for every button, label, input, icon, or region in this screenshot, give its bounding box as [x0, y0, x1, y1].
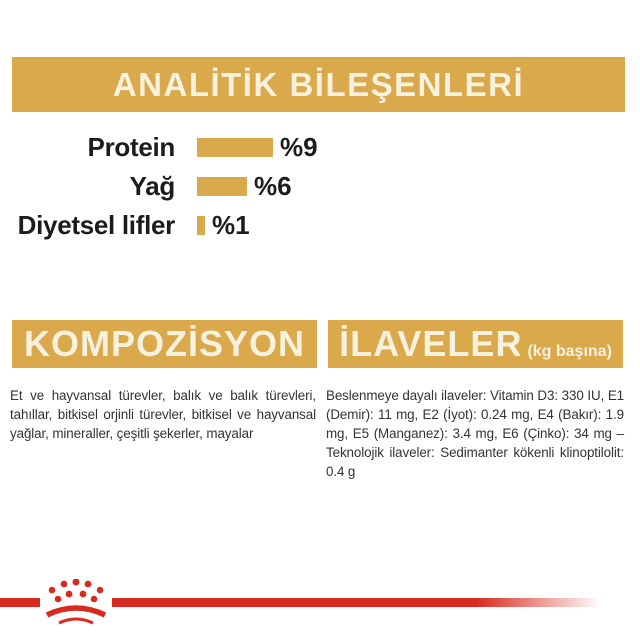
chart-row-dietary-fibre: Diyetsel lifler %1	[0, 209, 250, 240]
analytic-components-header: ANALİTİK BİLEŞENLERİ	[12, 57, 625, 112]
additives-body: Beslenmeye dayalı ilaveler: Vitamin D3: …	[326, 388, 624, 480]
protein-label: Protein	[87, 131, 176, 162]
dietary-fibre-value: %1	[212, 209, 250, 240]
additives-title: İLAVELER	[339, 323, 523, 364]
additives-subtitle: (kg başına)	[527, 343, 612, 360]
composition-header: KOMPOZİSYON	[12, 320, 317, 368]
fat-value: %6	[254, 170, 292, 201]
composition-body: Et ve hayvansal türevler, balık ve balık…	[10, 388, 316, 442]
chart-row-protein: Protein %9	[0, 131, 318, 162]
protein-value: %9	[280, 131, 318, 162]
analytic-components-title: ANALİTİK BİLEŞENLERİ	[112, 65, 525, 103]
dietary-fibre-label: Diyetsel lifler	[17, 209, 176, 240]
royal-canin-crown-icon	[45, 579, 107, 625]
fat-label: Yağ	[129, 170, 176, 201]
dietary-fibre-bar	[197, 215, 205, 235]
fat-bar	[197, 176, 247, 196]
brand-line-left	[0, 598, 40, 607]
additives-header: İLAVELER (kg başına)	[328, 320, 623, 368]
chart-row-fat: Yağ %6	[0, 170, 292, 201]
brand-line-right	[112, 598, 632, 607]
composition-title: KOMPOZİSYON	[23, 323, 306, 364]
protein-bar	[197, 137, 273, 157]
